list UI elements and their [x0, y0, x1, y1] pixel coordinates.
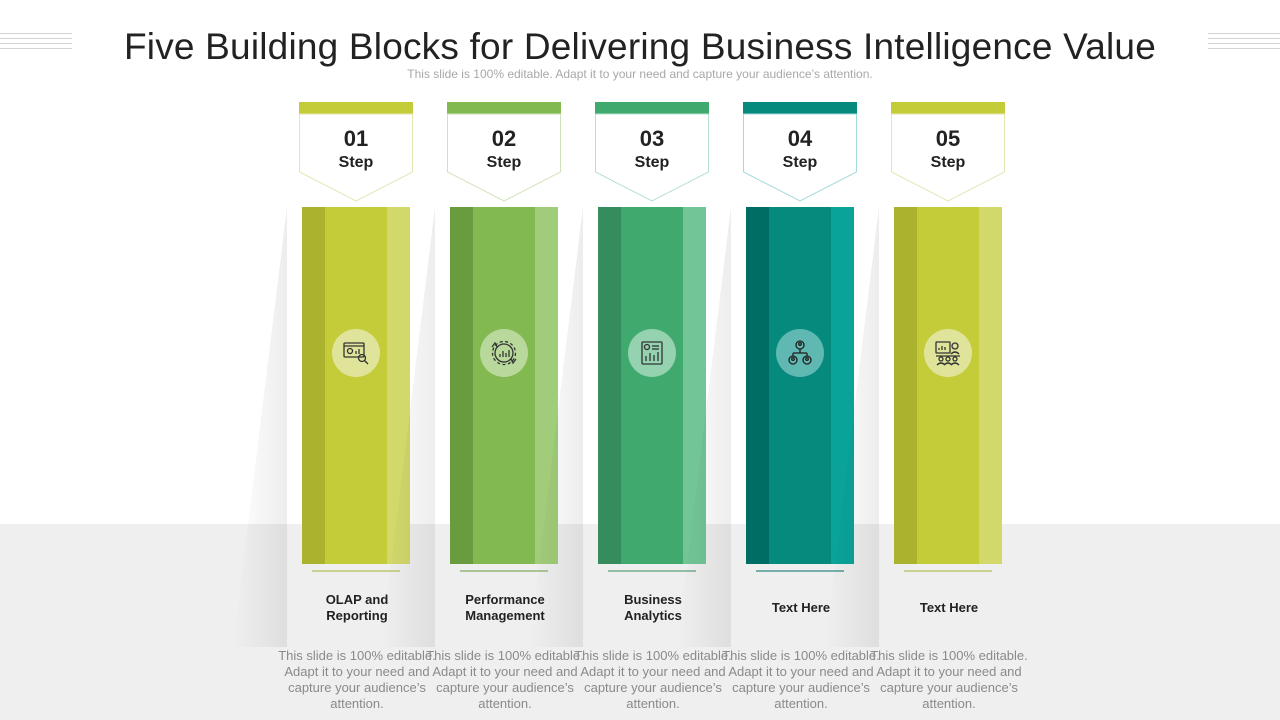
step-tag-bar [447, 102, 561, 114]
step-word: Step [338, 154, 374, 171]
step-word: Step [782, 154, 818, 171]
pillar-base-line [904, 570, 992, 572]
step-pillar [450, 207, 558, 564]
analytics-report-icon [641, 341, 663, 365]
step-number: 05 [935, 126, 961, 151]
step-description: This slide is 100% editable. Adapt it to… [870, 648, 1028, 711]
pillar-base-line [312, 570, 400, 572]
icon-circle [924, 329, 972, 377]
step-pillar [746, 207, 854, 564]
icon-circle [480, 329, 528, 377]
dashboard-search-icon [343, 342, 369, 365]
step-block-4: 04 Step Text Here This slide is 100% edi… [677, 102, 880, 720]
slide-subtitle: This slide is 100% editable. Adapt it to… [407, 67, 873, 81]
step-description: This slide is 100% editable. Adapt it to… [278, 648, 436, 711]
step-block-5: 05 Step Text Here This slide is 100% edi… [825, 102, 1028, 720]
icon-circle [332, 329, 380, 377]
step-tag-pentagon [891, 113, 1005, 202]
step-pillar [894, 207, 1002, 564]
decorative-lines-left [0, 33, 72, 51]
pillar-base-line [608, 570, 696, 572]
step-tag-pentagon [595, 113, 709, 202]
pillar-base-line [756, 570, 844, 572]
performance-gear-icon [491, 340, 517, 366]
presentation-meeting-icon [935, 341, 960, 366]
step-description: This slide is 100% editable. Adapt it to… [722, 648, 880, 711]
step-tag-bar [743, 102, 857, 114]
step-tag-bar [299, 102, 413, 114]
step-tag-pentagon [447, 113, 561, 202]
step-label: Text Here [771, 600, 831, 615]
step-number: 04 [787, 126, 813, 151]
step-word: Step [486, 154, 522, 171]
step-word: Step [930, 154, 966, 171]
step-description: This slide is 100% editable. Adapt it to… [426, 648, 584, 711]
step-tag-bar [891, 102, 1005, 114]
slide-title: Five Building Blocks for Delivering Busi… [124, 26, 1156, 67]
icon-circle [628, 329, 676, 377]
step-number: 02 [491, 126, 517, 151]
step-label: OLAP and Reporting [325, 592, 389, 623]
step-tag-bar [595, 102, 709, 114]
step-pillar [302, 207, 410, 564]
step-label: Business Analytics [624, 592, 682, 623]
step-block-1: 01 Step OLAP and Reporting This slide is… [233, 102, 436, 720]
step-word: Step [634, 154, 670, 171]
org-hierarchy-icon [788, 340, 812, 365]
step-number: 03 [639, 126, 665, 151]
pillar-shadow [233, 207, 287, 647]
step-number: 01 [343, 126, 369, 151]
step-label: Text Here [919, 600, 979, 615]
step-label: Performance Management [465, 592, 545, 623]
step-tag-pentagon [743, 113, 857, 202]
step-pillar [598, 207, 706, 564]
step-tag-pentagon [299, 113, 413, 202]
step-description: This slide is 100% editable. Adapt it to… [574, 648, 732, 711]
icon-circle [776, 329, 824, 377]
decorative-lines-right [1208, 33, 1280, 51]
pillar-base-line [460, 570, 548, 572]
